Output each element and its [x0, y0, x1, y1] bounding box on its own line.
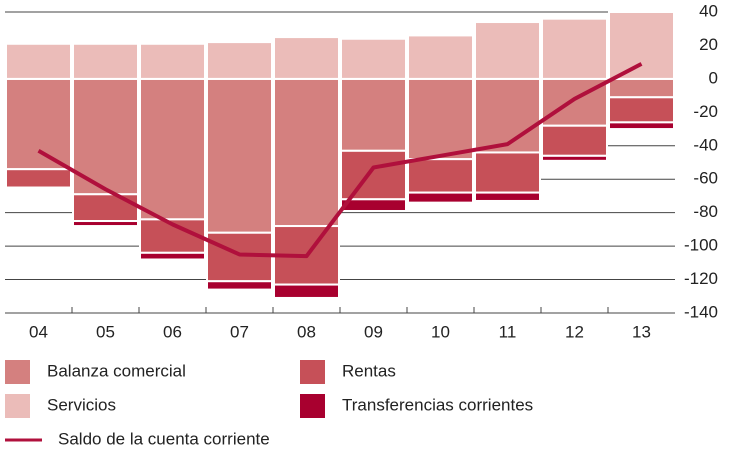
legend-swatch	[300, 394, 325, 418]
bar	[273, 77, 340, 228]
y-tick-label: -100	[684, 236, 718, 255]
x-tick-label: 05	[96, 322, 115, 341]
y-tick-label: 40	[699, 1, 718, 20]
bar	[5, 168, 72, 189]
y-tick-label: -120	[684, 269, 718, 288]
bar	[72, 220, 139, 228]
legend-swatch	[5, 394, 30, 418]
bar	[608, 96, 675, 124]
legend-label: Transferencias corrientes	[342, 395, 533, 414]
bar	[474, 77, 541, 154]
bar	[206, 280, 273, 291]
y-tick-label: 20	[699, 35, 718, 54]
bar	[139, 77, 206, 221]
y-tick-label: -40	[693, 135, 718, 154]
x-tick-label: 09	[364, 322, 383, 341]
bar	[273, 283, 340, 299]
bar	[541, 154, 608, 162]
bar	[5, 77, 72, 171]
bar	[608, 77, 675, 99]
bar	[474, 191, 541, 202]
bar	[340, 37, 407, 80]
x-tick-label: 12	[565, 322, 584, 341]
bar	[608, 11, 675, 80]
bar	[407, 191, 474, 204]
x-tick-label: 11	[499, 322, 517, 341]
legend-swatch	[5, 360, 30, 384]
legend-label: Rentas	[342, 361, 396, 380]
bar	[340, 77, 407, 152]
bar	[139, 42, 206, 80]
bar	[541, 124, 608, 157]
bar	[474, 21, 541, 80]
legend-label: Servicios	[47, 395, 116, 414]
y-tick-label: -20	[693, 102, 718, 121]
bar	[206, 41, 273, 80]
x-tick-label: 13	[632, 322, 651, 341]
legend-label: Saldo de la cuenta corriente	[58, 429, 270, 448]
bar	[273, 36, 340, 80]
bar	[340, 198, 407, 212]
x-tick-label: 10	[431, 322, 450, 341]
bar	[72, 42, 139, 80]
legend-swatch	[300, 360, 325, 384]
bar	[474, 151, 541, 194]
legend-label: Balanza comercial	[47, 361, 186, 380]
bar	[608, 121, 675, 131]
y-tick-label: -140	[684, 302, 718, 321]
bar	[407, 34, 474, 80]
y-tick-label: 0	[709, 68, 718, 87]
bar	[541, 17, 608, 80]
x-tick-label: 07	[230, 322, 249, 341]
x-tick-label: 04	[29, 322, 48, 341]
bar	[407, 77, 474, 161]
y-tick-label: -60	[693, 169, 718, 188]
bar	[5, 42, 72, 80]
bar	[407, 158, 474, 194]
x-tick-label: 08	[297, 322, 316, 341]
bar	[206, 77, 273, 234]
bar	[72, 193, 139, 223]
bar	[340, 149, 407, 201]
bar	[139, 251, 206, 261]
line	[37, 62, 643, 259]
y-tick-label: -80	[693, 202, 718, 221]
bar	[5, 186, 72, 191]
x-tick-label: 06	[163, 322, 182, 341]
